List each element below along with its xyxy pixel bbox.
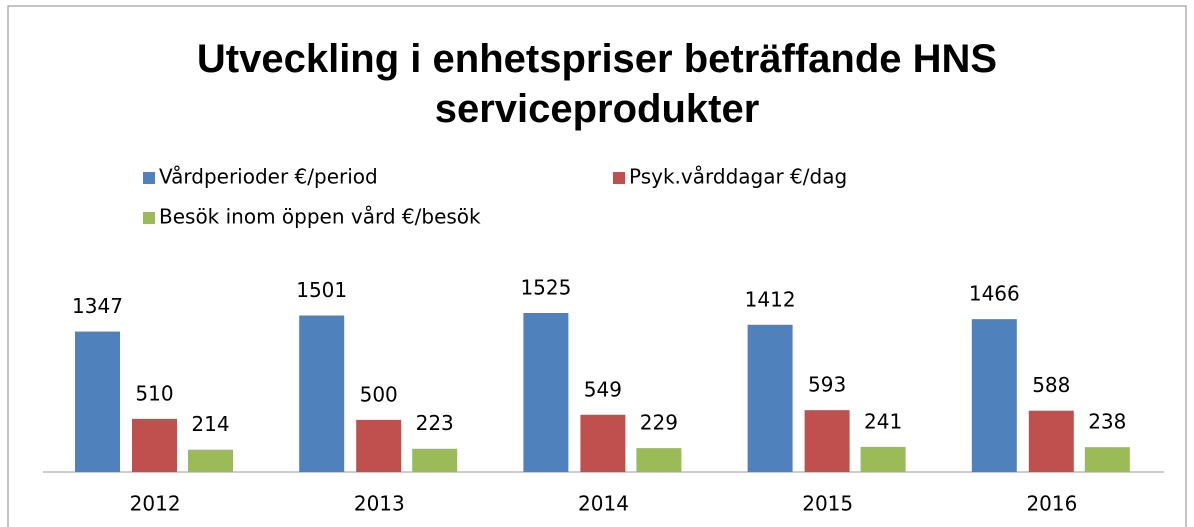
legend-label: Psyk.vårddagar €/dag: [629, 165, 847, 189]
data-label: 1347: [72, 294, 123, 318]
bar: [188, 449, 233, 472]
data-label: 214: [191, 412, 229, 436]
legend-label: Vårdperioder €/period: [159, 165, 378, 189]
chart-border: [7, 5, 1187, 527]
data-label: 229: [640, 411, 678, 435]
bar: [580, 414, 626, 472]
bar: [747, 324, 793, 472]
x-tick-label: 2014: [578, 492, 629, 516]
data-label: 1412: [745, 287, 796, 311]
data-label: 593: [808, 373, 846, 397]
bar: [132, 418, 177, 472]
data-label: 500: [360, 382, 398, 406]
data-label: 238: [1088, 410, 1126, 434]
data-label: 223: [416, 411, 454, 435]
chart-title: Utveckling i enhetspriser beträffande HN…: [196, 37, 998, 131]
data-label: 588: [1032, 373, 1070, 397]
bar: [1084, 447, 1130, 472]
bar: [356, 419, 402, 472]
x-tick-label: 2013: [354, 492, 405, 516]
bar: [860, 446, 906, 472]
x-tick-label: 2012: [130, 492, 181, 516]
legend-swatch: [613, 172, 625, 184]
bar: [971, 319, 1017, 472]
x-tick-label: 2015: [802, 492, 853, 516]
data-label: 510: [135, 381, 173, 405]
legend-label: Besök inom öppen vård €/besök: [159, 205, 481, 229]
bar: [1028, 410, 1074, 472]
bar: [412, 448, 458, 472]
bar: [523, 313, 569, 472]
bar: [636, 448, 682, 472]
bar: [299, 315, 345, 472]
data-label: 1501: [296, 278, 347, 302]
data-label: 1466: [969, 282, 1020, 306]
data-label: 549: [584, 377, 622, 401]
legend-swatch: [143, 172, 155, 184]
data-label: 241: [864, 409, 902, 433]
bar: [75, 331, 120, 472]
x-tick-label: 2016: [1026, 492, 1077, 516]
data-label: 1525: [520, 276, 571, 300]
legend-swatch: [143, 212, 155, 224]
bar: [804, 410, 850, 472]
